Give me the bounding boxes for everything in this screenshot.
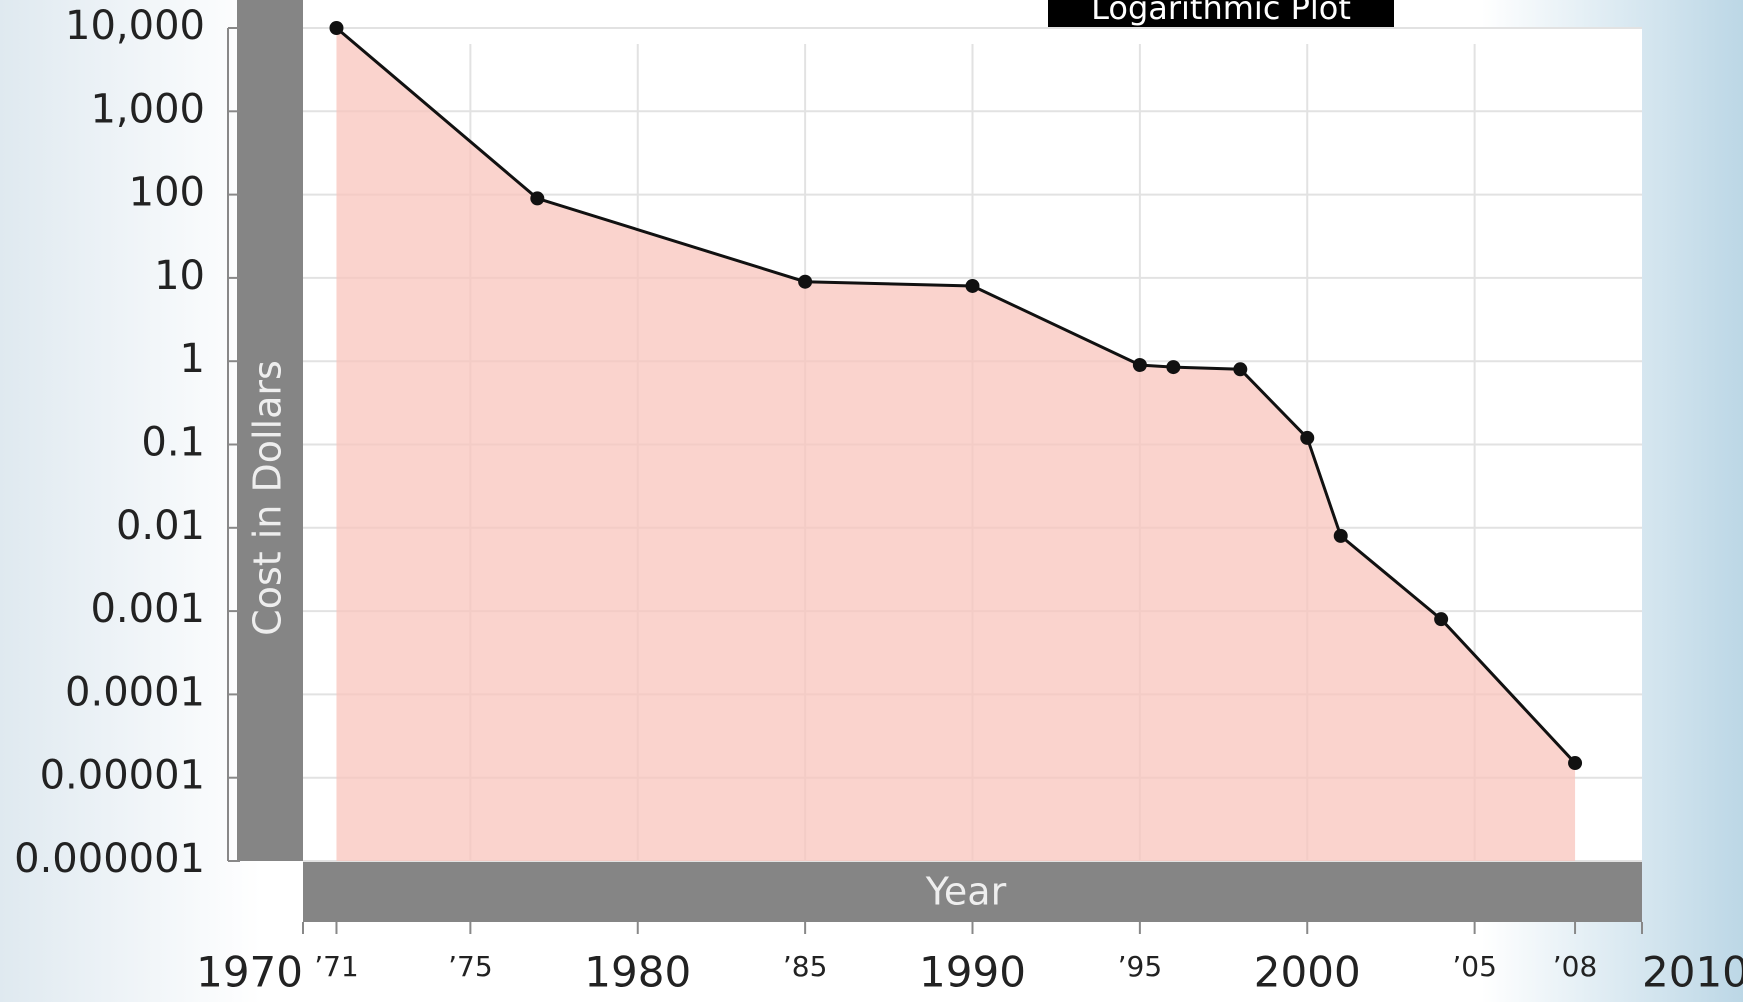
- x-tick-label: ’08: [1553, 950, 1598, 983]
- y-axis-label: Cost in Dollars: [246, 360, 290, 636]
- x-tick-label: ’71: [314, 950, 359, 983]
- y-tick-label: 0.1: [141, 420, 205, 466]
- badge: Logarithmic Plot: [1091, 0, 1351, 27]
- badge-box: [1048, 0, 1394, 28]
- y-tick-label: 0.000001: [14, 836, 205, 882]
- x-tick-label: ’05: [1452, 950, 1497, 983]
- y-label-band: [237, 0, 303, 861]
- x-tick-label: ’85: [783, 950, 828, 983]
- y-tick-label: 0.001: [90, 586, 205, 632]
- point: [530, 191, 545, 206]
- x-tick-label: 2000: [1254, 948, 1361, 997]
- point: [1333, 528, 1348, 543]
- y-tick-label: 0.01: [116, 503, 205, 549]
- point: [1233, 362, 1248, 377]
- point: [798, 274, 813, 289]
- y-tick-label: 0.0001: [65, 669, 205, 715]
- y-tick-label: 10: [154, 253, 205, 299]
- x-tick-label: 1980: [584, 948, 691, 997]
- x-axis-label: Year: [925, 870, 1007, 914]
- point: [329, 21, 344, 35]
- x-tick-label: ’75: [448, 950, 493, 983]
- x-tick-label: 1970: [196, 948, 303, 997]
- point: [1568, 756, 1583, 771]
- x-tick-label: 2010: [1642, 948, 1743, 997]
- y-tick-label: 0.00001: [40, 753, 205, 799]
- point: [1132, 358, 1147, 373]
- x-tick-label: ’95: [1118, 950, 1163, 983]
- point: [1434, 612, 1449, 627]
- point: [1166, 360, 1181, 375]
- area: [336, 28, 1576, 861]
- y-tick-label: 1,000: [90, 86, 205, 132]
- x-label-band: [303, 861, 1642, 922]
- point: [1300, 430, 1315, 445]
- y-tick-label: 10,000: [65, 3, 205, 49]
- point: [965, 278, 980, 293]
- y-tick-label: 100: [129, 170, 205, 216]
- x-tick-label: 1990: [919, 948, 1026, 997]
- y-tick-label: 1: [180, 336, 205, 382]
